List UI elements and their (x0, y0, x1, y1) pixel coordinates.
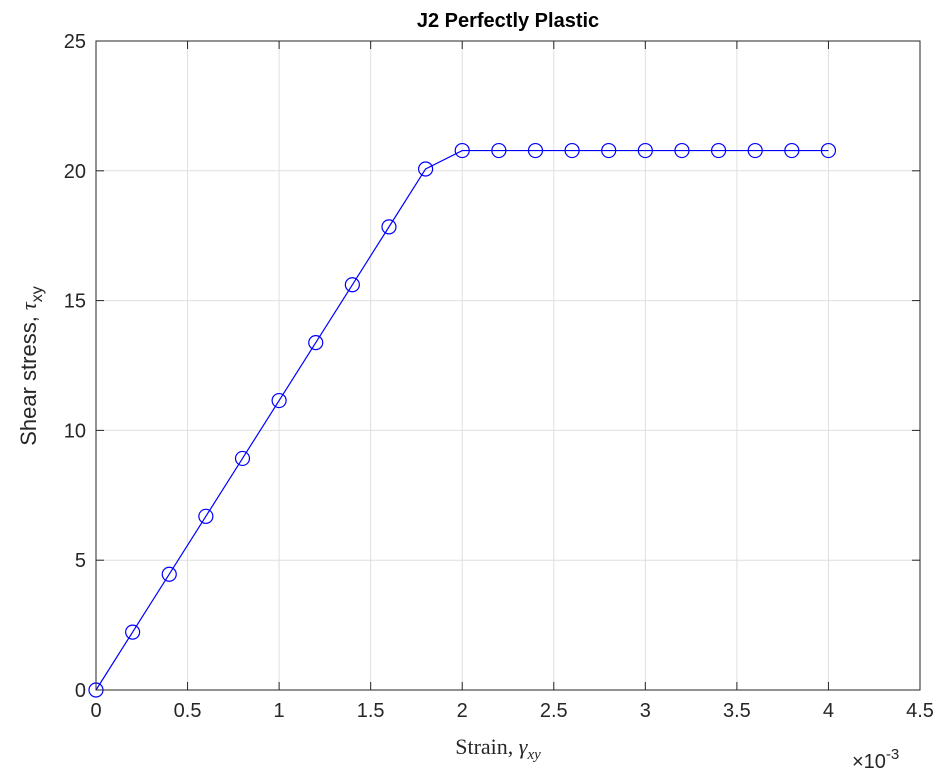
data-point-marker (234, 450, 251, 467)
series-layer (88, 142, 837, 698)
data-point-marker (125, 624, 141, 640)
y-axis-label-subscript: xy (29, 286, 46, 302)
data-point-marker (344, 277, 360, 293)
data-point-marker (637, 142, 653, 159)
x-axis-label-prefix: Strain, (455, 734, 519, 759)
plot-area (96, 41, 920, 690)
data-point-marker (527, 142, 544, 159)
data-point-marker (454, 142, 470, 159)
y-axis-label-prefix: Shear stress, (16, 310, 41, 446)
data-point-marker (601, 142, 617, 159)
data-point-marker (491, 142, 507, 159)
y-tick-label: 10 (64, 420, 86, 442)
data-point-marker (747, 142, 763, 159)
series-line (95, 149, 829, 691)
y-tick-label: 20 (64, 161, 86, 183)
ticks (95, 40, 921, 691)
x-tick-label: 0 (90, 700, 101, 722)
x-tick-label: 1.5 (357, 700, 385, 722)
data-point-marker (564, 142, 580, 159)
y-tick-label: 25 (64, 31, 86, 53)
grid (96, 41, 920, 690)
x-axis-label: Strain, γxy (455, 734, 541, 763)
x-tick-label: 3 (640, 700, 651, 722)
data-point-marker (381, 219, 397, 235)
data-point-marker (161, 566, 177, 582)
data-point-marker (710, 142, 727, 159)
data-point-marker (418, 161, 434, 177)
data-point-marker (308, 335, 324, 351)
data-point-marker (271, 392, 287, 409)
x-axis-label-symbol: γ (519, 734, 529, 759)
data-point-marker (198, 508, 214, 524)
y-tick-label: 5 (75, 550, 86, 572)
x-axis-exponent: ×10-3 (852, 746, 899, 771)
y-axis-label-symbol: τ (16, 301, 41, 310)
x-tick-label: 4.5 (906, 700, 934, 722)
axes-box (95, 40, 921, 691)
x-axis-exponent-power: -3 (886, 746, 899, 763)
data-point-marker (674, 142, 690, 159)
tick-labels: 0 0.5 1 1.5 2 2.5 3 3.5 4 4.5 0 5 10 15 20 25 (64, 31, 934, 722)
chart-title: J2 Perfectly Plastic (417, 10, 599, 32)
x-tick-label: 4 (823, 700, 834, 722)
x-tick-label: 2.5 (540, 700, 568, 722)
y-axis-label: Shear stress, τxy (16, 286, 46, 446)
x-tick-label: 0.5 (174, 700, 202, 722)
x-tick-label: 2 (457, 700, 468, 722)
x-tick-label: 3.5 (723, 700, 751, 722)
y-tick-label: 15 (64, 291, 86, 313)
x-axis-exponent-base: ×10 (852, 751, 886, 771)
x-axis-label-subscript: xy (526, 747, 541, 763)
data-point-marker (784, 142, 800, 159)
x-tick-label: 1 (274, 700, 285, 722)
y-tick-label: 0 (75, 680, 86, 702)
data-point-marker (820, 142, 837, 159)
